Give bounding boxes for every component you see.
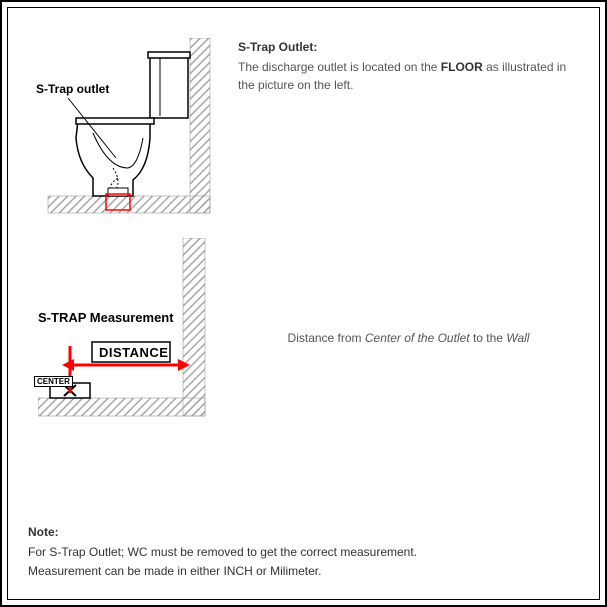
cap-mid: to the [470,331,507,345]
body-bold: FLOOR [441,60,483,74]
note-title: Note: [28,523,579,542]
cap-pre: Distance from [288,331,365,345]
diagram-strap-outlet: S-Trap outlet [38,38,218,218]
outer-frame: S-Trap outlet S-Trap Outlet: The dischar… [0,0,607,607]
strap-outlet-body: The discharge outlet is located on the F… [238,58,579,94]
label-strap-measurement-title: S-TRAP Measurement [38,310,174,325]
strap-outlet-text: S-Trap Outlet: The discharge outlet is l… [238,38,579,218]
measurement-caption: Distance from Center of the Outlet to th… [238,331,579,345]
toilet-side-view-svg [38,38,218,218]
note-line1: For S-Trap Outlet; WC must be removed to… [28,543,579,562]
section-strap-outlet: S-Trap outlet S-Trap Outlet: The dischar… [8,8,599,228]
strap-outlet-title: S-Trap Outlet: [238,38,579,56]
note-line2: Measurement can be made in either INCH o… [28,562,579,581]
note-section: Note: For S-Trap Outlet; WC must be remo… [28,523,579,581]
section-strap-measurement: S-TRAP Measurement DISTANCE CENTER Dista… [8,228,599,448]
label-strap-outlet: S-Trap outlet [36,82,109,96]
inner-frame: S-Trap outlet S-Trap Outlet: The dischar… [7,7,600,600]
cap-it1: Center of the Outlet [365,331,470,345]
cap-it2: Wall [506,331,529,345]
label-center: CENTER [34,376,73,387]
body-pre: The discharge outlet is located on the [238,60,441,74]
label-distance: DISTANCE [99,345,168,360]
diagram-strap-measurement: S-TRAP Measurement DISTANCE CENTER [38,238,218,438]
measurement-svg [38,238,218,438]
